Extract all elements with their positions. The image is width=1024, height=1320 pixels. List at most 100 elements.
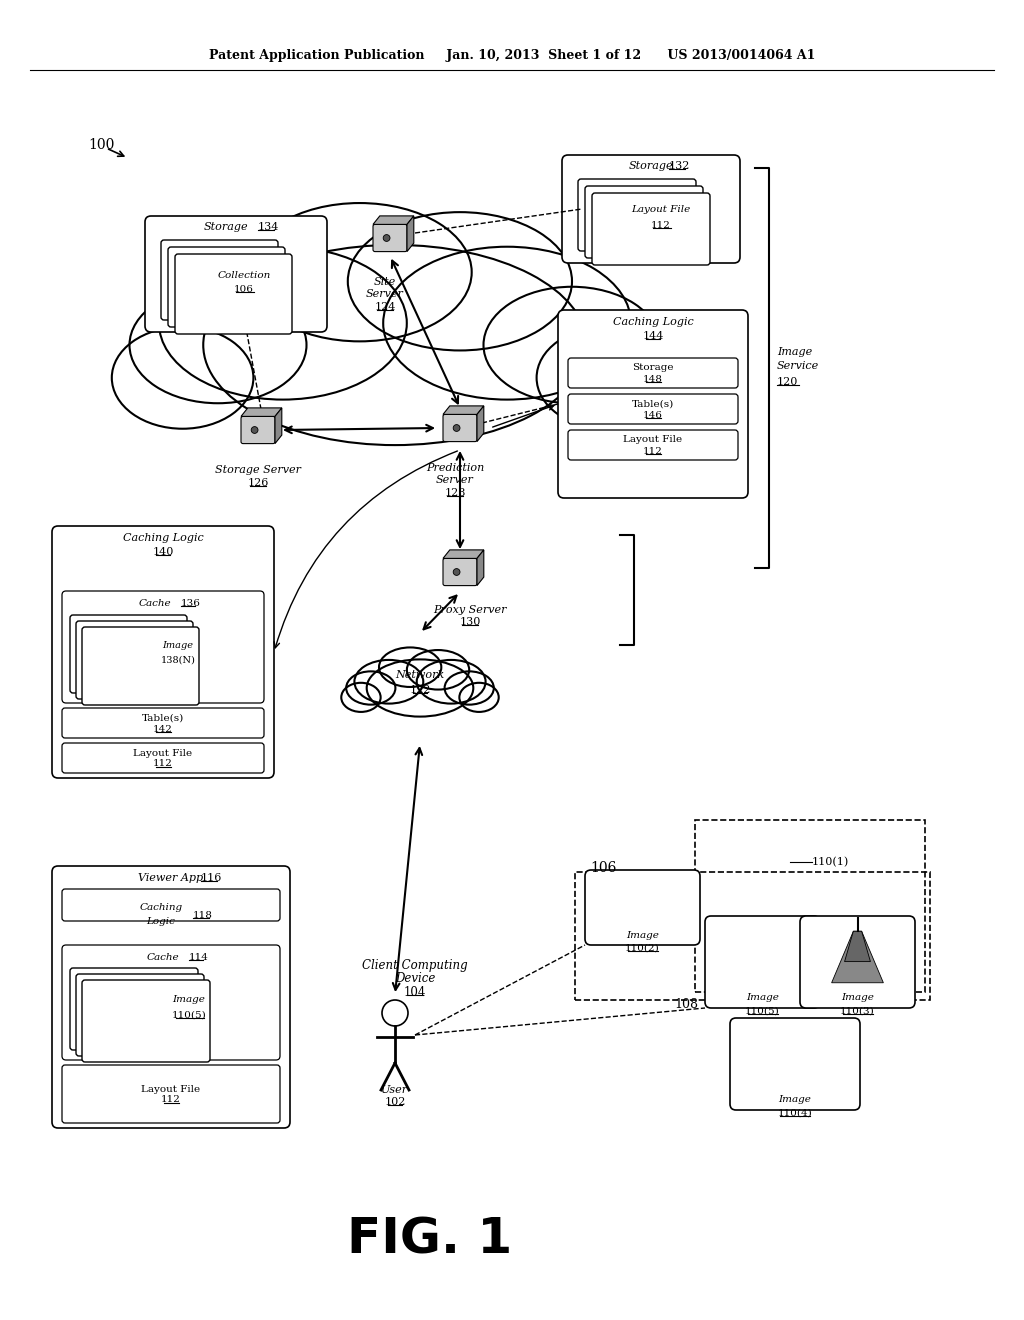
Polygon shape bbox=[477, 407, 483, 442]
Ellipse shape bbox=[379, 647, 441, 686]
Ellipse shape bbox=[537, 327, 678, 429]
FancyBboxPatch shape bbox=[62, 1065, 280, 1123]
FancyBboxPatch shape bbox=[168, 247, 285, 327]
FancyBboxPatch shape bbox=[585, 870, 700, 945]
Ellipse shape bbox=[483, 286, 660, 403]
Text: Table(s): Table(s) bbox=[142, 714, 184, 722]
FancyBboxPatch shape bbox=[62, 743, 264, 774]
Text: Device: Device bbox=[395, 972, 435, 985]
Polygon shape bbox=[373, 216, 414, 224]
Text: 110(5): 110(5) bbox=[745, 1006, 780, 1015]
Polygon shape bbox=[831, 931, 884, 983]
Text: 120: 120 bbox=[777, 378, 799, 387]
Ellipse shape bbox=[444, 672, 494, 705]
Text: 106: 106 bbox=[590, 861, 616, 875]
Text: 118: 118 bbox=[193, 911, 213, 920]
Text: Layout File: Layout File bbox=[632, 206, 690, 214]
Text: 124: 124 bbox=[375, 302, 395, 312]
Text: 114: 114 bbox=[189, 953, 209, 961]
Ellipse shape bbox=[112, 327, 253, 429]
Text: 112: 112 bbox=[651, 220, 671, 230]
Polygon shape bbox=[443, 550, 483, 558]
Ellipse shape bbox=[341, 682, 381, 711]
FancyBboxPatch shape bbox=[82, 979, 210, 1063]
FancyBboxPatch shape bbox=[241, 416, 275, 444]
Text: 130: 130 bbox=[460, 616, 480, 627]
Text: Viewer App: Viewer App bbox=[138, 873, 204, 883]
Text: Image: Image bbox=[173, 995, 206, 1005]
Text: Layout File: Layout File bbox=[141, 1085, 201, 1093]
Text: Network: Network bbox=[395, 671, 444, 680]
Text: Logic: Logic bbox=[146, 917, 175, 927]
Bar bbox=[575, 873, 930, 1001]
FancyBboxPatch shape bbox=[558, 310, 748, 498]
Text: Storage Server: Storage Server bbox=[215, 465, 301, 475]
Polygon shape bbox=[241, 408, 282, 416]
FancyBboxPatch shape bbox=[443, 414, 477, 442]
Ellipse shape bbox=[407, 649, 469, 689]
FancyBboxPatch shape bbox=[62, 708, 264, 738]
Text: 148: 148 bbox=[643, 375, 663, 384]
Circle shape bbox=[382, 1001, 408, 1026]
Circle shape bbox=[383, 235, 390, 242]
FancyBboxPatch shape bbox=[52, 866, 290, 1129]
Text: 146: 146 bbox=[643, 411, 663, 420]
FancyBboxPatch shape bbox=[568, 430, 738, 459]
Text: 140: 140 bbox=[153, 546, 174, 557]
FancyBboxPatch shape bbox=[62, 945, 280, 1060]
FancyBboxPatch shape bbox=[70, 615, 187, 693]
Ellipse shape bbox=[346, 672, 395, 705]
Ellipse shape bbox=[460, 682, 499, 711]
Text: 110(4): 110(4) bbox=[777, 1109, 812, 1118]
FancyBboxPatch shape bbox=[76, 974, 204, 1056]
FancyBboxPatch shape bbox=[562, 154, 740, 263]
Text: 106: 106 bbox=[234, 285, 254, 293]
FancyBboxPatch shape bbox=[161, 240, 278, 319]
Text: 122: 122 bbox=[410, 685, 431, 696]
FancyBboxPatch shape bbox=[443, 558, 477, 586]
Text: Patent Application Publication     Jan. 10, 2013  Sheet 1 of 12      US 2013/001: Patent Application Publication Jan. 10, … bbox=[209, 49, 815, 62]
Text: 128: 128 bbox=[444, 488, 466, 498]
Text: Layout File: Layout File bbox=[624, 436, 683, 445]
Polygon shape bbox=[477, 550, 483, 586]
Text: 112: 112 bbox=[643, 446, 663, 455]
Ellipse shape bbox=[383, 247, 631, 400]
Text: 110(3): 110(3) bbox=[840, 1006, 874, 1015]
Text: Prediction: Prediction bbox=[426, 463, 484, 473]
Circle shape bbox=[251, 426, 258, 433]
FancyBboxPatch shape bbox=[52, 525, 274, 777]
Text: Cache: Cache bbox=[138, 598, 171, 607]
Text: Storage: Storage bbox=[629, 161, 674, 172]
FancyBboxPatch shape bbox=[585, 186, 703, 257]
Ellipse shape bbox=[129, 286, 306, 403]
Text: 110(2): 110(2) bbox=[625, 944, 659, 953]
Ellipse shape bbox=[159, 247, 407, 400]
Text: Table(s): Table(s) bbox=[632, 400, 674, 408]
FancyBboxPatch shape bbox=[62, 888, 280, 921]
Text: Caching Logic: Caching Logic bbox=[612, 317, 693, 327]
Text: 100: 100 bbox=[88, 139, 115, 152]
Text: 138(N): 138(N) bbox=[161, 656, 196, 664]
Ellipse shape bbox=[348, 213, 572, 350]
FancyBboxPatch shape bbox=[175, 253, 292, 334]
Text: 112: 112 bbox=[161, 1096, 181, 1105]
Bar bbox=[695, 820, 925, 993]
Text: 108: 108 bbox=[674, 998, 698, 1011]
Text: 134: 134 bbox=[258, 222, 280, 232]
Polygon shape bbox=[407, 216, 414, 252]
Text: Server: Server bbox=[366, 289, 403, 300]
Polygon shape bbox=[275, 408, 282, 444]
Text: Client Computing: Client Computing bbox=[362, 958, 468, 972]
Ellipse shape bbox=[417, 660, 485, 704]
Text: 104: 104 bbox=[403, 986, 426, 998]
Text: Image: Image bbox=[778, 1096, 811, 1105]
Text: Server: Server bbox=[436, 475, 474, 484]
Text: 144: 144 bbox=[642, 331, 664, 341]
Text: FIG. 1: FIG. 1 bbox=[347, 1216, 513, 1265]
Text: Image: Image bbox=[746, 994, 779, 1002]
Text: Site: Site bbox=[374, 277, 396, 286]
Ellipse shape bbox=[248, 203, 472, 342]
Circle shape bbox=[454, 425, 460, 432]
Text: Proxy Server: Proxy Server bbox=[433, 605, 507, 615]
Text: Service: Service bbox=[777, 360, 819, 371]
